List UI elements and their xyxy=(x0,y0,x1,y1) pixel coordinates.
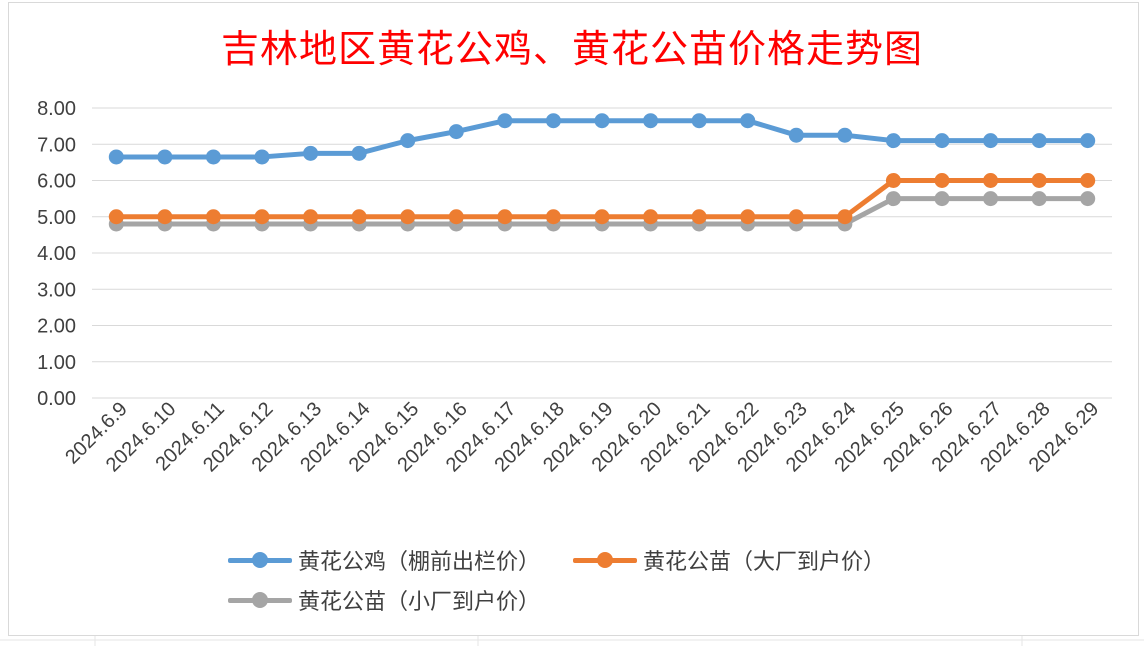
data-point[interactable] xyxy=(1031,133,1047,149)
data-point[interactable] xyxy=(837,127,853,143)
y-tick-label: 4.00 xyxy=(37,243,76,265)
data-point[interactable] xyxy=(400,209,416,225)
data-point[interactable] xyxy=(643,113,659,129)
legend-item-series-1[interactable]: 黄花公鸡（棚前出栏价） xyxy=(228,540,540,580)
data-point[interactable] xyxy=(740,209,756,225)
data-point[interactable] xyxy=(885,173,901,188)
data-point[interactable] xyxy=(400,133,416,149)
data-point[interactable] xyxy=(643,209,659,225)
legend-marker-series-1 xyxy=(228,550,292,570)
y-tick-label: 7.00 xyxy=(37,134,76,156)
data-point[interactable] xyxy=(1080,191,1096,207)
y-tick-label: 8.00 xyxy=(37,98,76,120)
data-point[interactable] xyxy=(545,209,561,225)
data-point[interactable] xyxy=(594,209,610,225)
y-tick-label: 6.00 xyxy=(37,171,76,193)
data-point[interactable] xyxy=(691,209,707,225)
data-point[interactable] xyxy=(983,133,999,149)
data-point[interactable] xyxy=(303,209,319,225)
data-point[interactable] xyxy=(108,209,124,225)
data-point[interactable] xyxy=(205,209,221,225)
series-lines xyxy=(108,113,1096,232)
y-tick-label: 2.00 xyxy=(37,316,76,338)
data-point[interactable] xyxy=(594,113,610,129)
legend-marker-series-2 xyxy=(573,550,638,570)
data-point[interactable] xyxy=(1031,191,1047,207)
data-point[interactable] xyxy=(108,149,124,165)
data-point[interactable] xyxy=(448,124,464,140)
data-point[interactable] xyxy=(157,209,173,225)
data-point[interactable] xyxy=(254,149,270,165)
data-point[interactable] xyxy=(351,209,367,225)
data-point[interactable] xyxy=(1031,173,1047,188)
data-point[interactable] xyxy=(1080,173,1096,188)
data-point[interactable] xyxy=(157,149,173,165)
legend-label-series-3: 黄花公苗（小厂到户价） xyxy=(298,590,541,615)
gridlines xyxy=(92,107,1112,399)
legend-label-series-1: 黄花公鸡（棚前出栏价） xyxy=(298,550,541,575)
data-point[interactable] xyxy=(837,209,853,225)
data-point[interactable] xyxy=(934,133,950,149)
legend-label-series-2: 黄花公苗（大厂到户价） xyxy=(643,550,886,575)
y-tick-label: 1.00 xyxy=(37,352,76,374)
data-point[interactable] xyxy=(448,209,464,225)
data-point[interactable] xyxy=(788,209,804,225)
series-1 xyxy=(108,113,1096,165)
x-tick-labels: 2024.6.92024.6.102024.6.112024.6.122024.… xyxy=(61,398,1103,476)
data-point[interactable] xyxy=(788,127,804,143)
legend-item-series-2[interactable]: 黄花公苗（大厂到户价） xyxy=(573,540,885,580)
data-point[interactable] xyxy=(497,113,513,129)
data-point[interactable] xyxy=(983,191,999,207)
data-point[interactable] xyxy=(254,209,270,225)
data-point[interactable] xyxy=(545,113,561,129)
y-tick-label: 0.00 xyxy=(37,388,76,410)
legend-marker-series-3 xyxy=(228,590,292,610)
y-tick-label: 5.00 xyxy=(37,207,76,229)
chart-title: 吉林地区黄花公鸡、黄花公苗价格走势图 xyxy=(220,27,923,71)
data-point[interactable] xyxy=(497,209,513,225)
y-tick-labels: 0.00 1.00 2.00 3.00 4.00 5.00 6.00 7.00 8.00 xyxy=(37,98,76,410)
data-point[interactable] xyxy=(934,173,950,188)
data-point[interactable] xyxy=(1080,133,1096,149)
data-point[interactable] xyxy=(885,133,901,149)
legend-item-series-3[interactable]: 黄花公苗（小厂到户价） xyxy=(228,580,540,620)
data-point[interactable] xyxy=(303,145,319,161)
data-point[interactable] xyxy=(691,113,707,129)
data-point[interactable] xyxy=(934,191,950,207)
series-2 xyxy=(108,173,1096,225)
data-point[interactable] xyxy=(205,149,221,165)
data-point[interactable] xyxy=(351,145,367,161)
data-point[interactable] xyxy=(983,173,999,188)
data-point[interactable] xyxy=(885,191,901,207)
y-tick-label: 3.00 xyxy=(37,279,76,301)
data-point[interactable] xyxy=(740,113,756,129)
legend: 黄花公鸡（棚前出栏价） 黄花公苗（大厂到户价） 黄花公苗（小厂到户价） xyxy=(228,540,948,620)
